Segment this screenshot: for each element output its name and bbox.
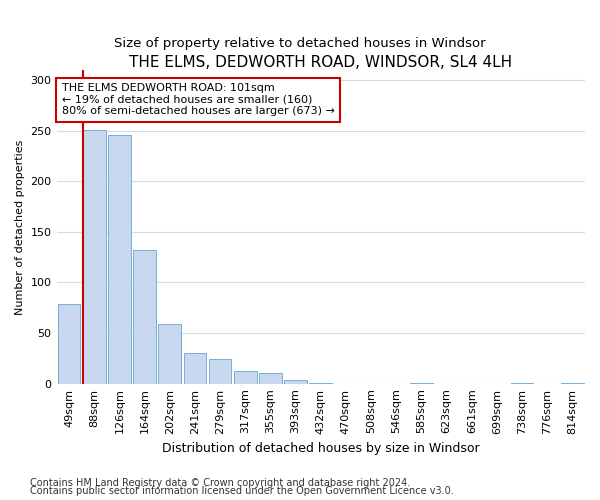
Bar [184, 354, 206, 384]
Text: Contains HM Land Registry data © Crown copyright and database right 2024.: Contains HM Land Registry data © Crown c… [30, 478, 410, 488]
Bar [158, 324, 181, 384]
Bar [410, 382, 433, 384]
Text: Size of property relative to detached houses in Windsor: Size of property relative to detached ho… [114, 38, 486, 51]
Title: THE ELMS, DEDWORTH ROAD, WINDSOR, SL4 4LH: THE ELMS, DEDWORTH ROAD, WINDSOR, SL4 4L… [129, 55, 512, 70]
Bar [511, 382, 533, 384]
Bar [310, 382, 332, 384]
Bar [58, 304, 80, 384]
Bar [561, 382, 584, 384]
Bar [234, 370, 257, 384]
X-axis label: Distribution of detached houses by size in Windsor: Distribution of detached houses by size … [162, 442, 479, 455]
Bar [108, 135, 131, 384]
Bar [83, 130, 106, 384]
Bar [209, 360, 232, 384]
Y-axis label: Number of detached properties: Number of detached properties [15, 139, 25, 314]
Bar [259, 372, 282, 384]
Bar [284, 380, 307, 384]
Text: Contains public sector information licensed under the Open Government Licence v3: Contains public sector information licen… [30, 486, 454, 496]
Text: THE ELMS DEDWORTH ROAD: 101sqm
← 19% of detached houses are smaller (160)
80% of: THE ELMS DEDWORTH ROAD: 101sqm ← 19% of … [62, 83, 334, 116]
Bar [133, 250, 156, 384]
